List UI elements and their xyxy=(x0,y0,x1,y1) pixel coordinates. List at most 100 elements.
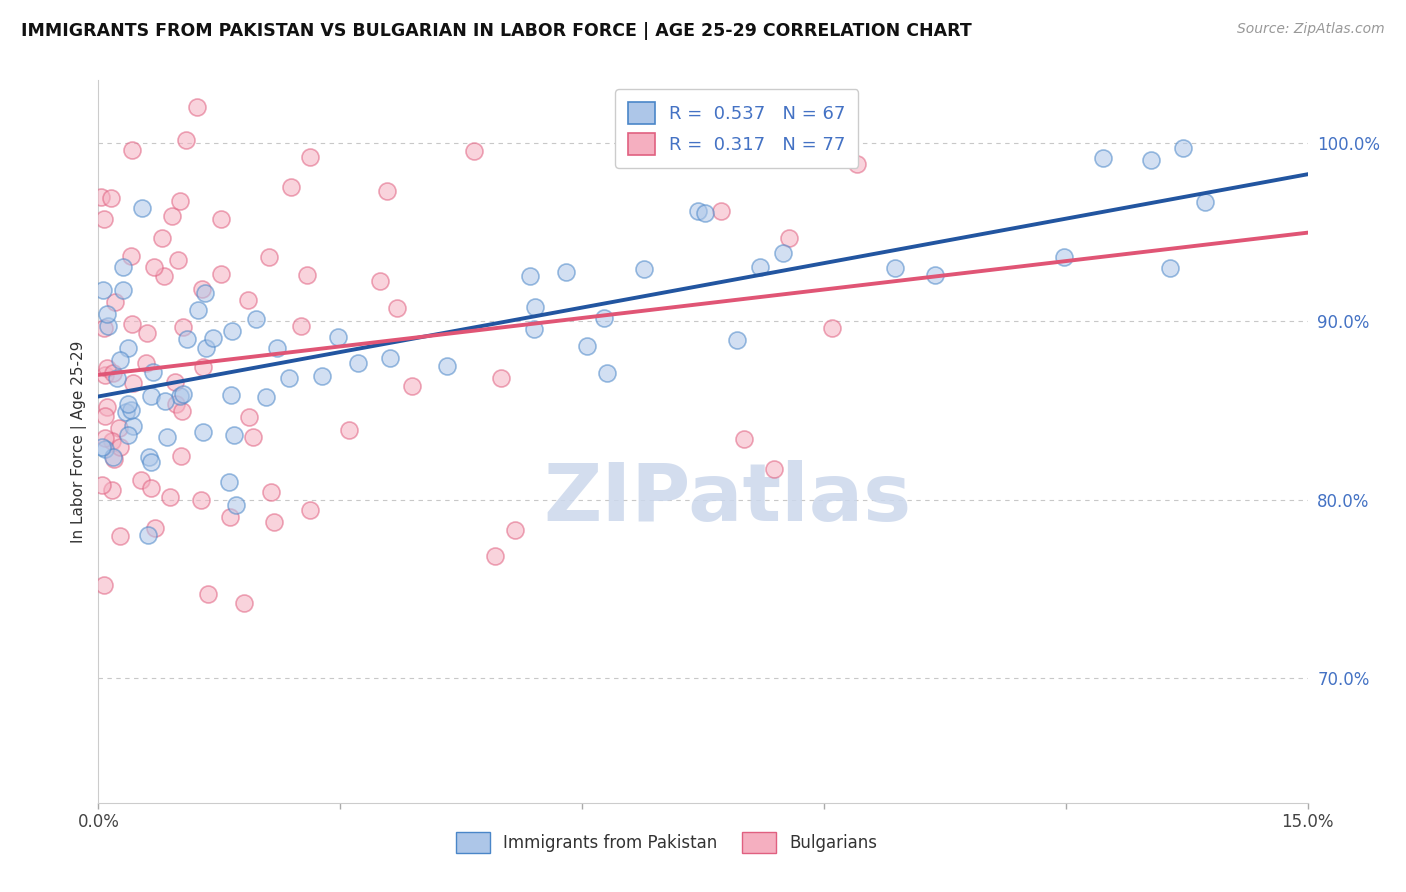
Point xyxy=(821,321,844,335)
Point xyxy=(266,341,288,355)
Text: ZIPatlas: ZIPatlas xyxy=(543,460,911,539)
Point xyxy=(219,510,242,524)
Point xyxy=(122,419,145,434)
Legend: Immigrants from Pakistan, Bulgarians: Immigrants from Pakistan, Bulgarians xyxy=(450,826,884,860)
Point xyxy=(778,231,800,245)
Point xyxy=(170,449,193,463)
Point xyxy=(131,202,153,216)
Point xyxy=(153,269,176,284)
Point xyxy=(97,318,120,333)
Point xyxy=(197,587,219,601)
Point xyxy=(524,300,547,314)
Y-axis label: In Labor Force | Age 25-29: In Labor Force | Age 25-29 xyxy=(72,341,87,542)
Point xyxy=(710,203,733,218)
Point xyxy=(278,371,301,385)
Point xyxy=(172,387,194,401)
Point xyxy=(96,400,118,414)
Point xyxy=(259,251,281,265)
Point xyxy=(94,409,117,423)
Point xyxy=(138,450,160,465)
Point xyxy=(91,441,114,455)
Point xyxy=(93,320,115,334)
Point xyxy=(401,378,423,392)
Point xyxy=(108,529,131,543)
Point xyxy=(176,332,198,346)
Point xyxy=(114,405,136,419)
Point xyxy=(733,433,755,447)
Point xyxy=(463,145,485,159)
Point xyxy=(484,549,506,564)
Point xyxy=(254,390,277,404)
Point xyxy=(290,318,312,333)
Point xyxy=(375,184,398,198)
Point xyxy=(576,339,599,353)
Point xyxy=(202,331,225,345)
Point xyxy=(91,478,114,492)
Point xyxy=(762,461,785,475)
Point xyxy=(195,341,218,355)
Point xyxy=(94,442,117,456)
Point xyxy=(236,293,259,307)
Point xyxy=(93,578,115,592)
Point xyxy=(554,265,576,279)
Point xyxy=(93,283,115,297)
Point xyxy=(259,484,281,499)
Point xyxy=(328,329,350,343)
Point xyxy=(1194,195,1216,210)
Point xyxy=(108,440,131,454)
Point xyxy=(121,317,143,331)
Point xyxy=(1053,250,1076,264)
Point xyxy=(221,324,243,338)
Point xyxy=(749,260,772,275)
Point xyxy=(263,516,285,530)
Point xyxy=(688,204,710,219)
Point xyxy=(1171,141,1194,155)
Point xyxy=(143,260,166,274)
Point xyxy=(238,409,260,424)
Point xyxy=(160,209,183,223)
Point xyxy=(163,375,186,389)
Point xyxy=(596,366,619,380)
Point xyxy=(1091,151,1114,165)
Point xyxy=(191,360,214,375)
Point xyxy=(108,421,131,435)
Point xyxy=(129,474,152,488)
Point xyxy=(194,286,217,301)
Point xyxy=(103,451,125,466)
Point xyxy=(209,267,232,281)
Point xyxy=(190,282,212,296)
Point xyxy=(346,356,368,370)
Point xyxy=(924,268,946,282)
Point xyxy=(136,326,159,340)
Point xyxy=(139,481,162,495)
Point xyxy=(103,450,125,464)
Point xyxy=(489,371,512,385)
Point xyxy=(138,528,160,542)
Point xyxy=(96,307,118,321)
Point xyxy=(224,428,246,442)
Point xyxy=(280,179,302,194)
Point xyxy=(139,389,162,403)
Point xyxy=(232,596,254,610)
Point xyxy=(103,366,125,380)
Point xyxy=(93,212,115,227)
Point xyxy=(225,498,247,512)
Point xyxy=(110,353,132,368)
Point xyxy=(186,100,208,114)
Point xyxy=(633,262,655,277)
Point xyxy=(298,150,321,164)
Point xyxy=(96,360,118,375)
Point xyxy=(121,143,143,157)
Point xyxy=(159,490,181,504)
Point xyxy=(295,268,318,282)
Point xyxy=(165,397,187,411)
Point xyxy=(167,253,190,268)
Point xyxy=(190,493,212,508)
Text: Source: ZipAtlas.com: Source: ZipAtlas.com xyxy=(1237,22,1385,37)
Point xyxy=(172,320,194,334)
Point xyxy=(368,274,391,288)
Point xyxy=(100,191,122,205)
Point xyxy=(155,430,177,444)
Point xyxy=(172,404,194,418)
Point xyxy=(139,455,162,469)
